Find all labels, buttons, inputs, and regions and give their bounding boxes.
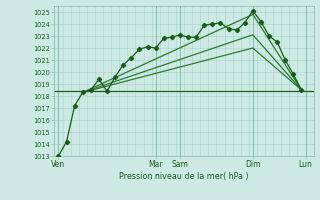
X-axis label: Pression niveau de la mer( hPa ): Pression niveau de la mer( hPa ) bbox=[119, 172, 249, 181]
